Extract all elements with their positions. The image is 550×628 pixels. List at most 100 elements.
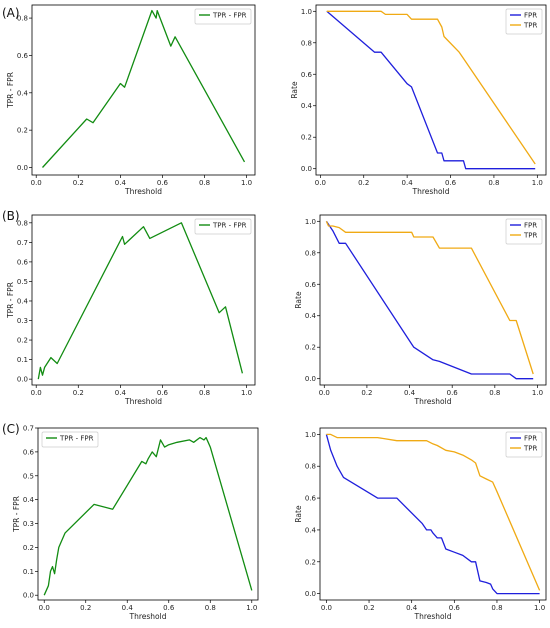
series-line-tpr-fpr xyxy=(37,222,244,380)
x-tick-label: 0.6 xyxy=(449,604,461,612)
y-tick-label: 0.5 xyxy=(23,472,34,480)
y-tick-label: 0.3 xyxy=(23,520,34,528)
x-tick-label: 0.6 xyxy=(447,389,459,397)
series-line-tpr xyxy=(326,10,536,165)
y-tick-label: 0.2 xyxy=(23,544,34,552)
plot-frame xyxy=(319,427,547,601)
chart-B-right: 0.0 0.2 0.4 0.6 0.8 1.0 0.0 0.2 0.4 0.6 0.8 1.0 Thre… xyxy=(294,214,547,406)
y-tick-label: 0.1 xyxy=(17,356,28,364)
y-tick-label: 1.0 xyxy=(305,218,316,226)
x-tick-label: 0.8 xyxy=(488,179,499,187)
y-tick-label: 0.0 xyxy=(301,165,312,173)
y-tick-label: 0.4 xyxy=(301,102,313,110)
chart-B-left: (B) 0.0 0.2 0.4 0.6 0.8 1.0 0.0 0.1 0.2 0.3 0.4 0.5 0… xyxy=(2,209,256,406)
legend-label: TPR - FPR xyxy=(212,222,247,230)
x-axis-title: Threshold xyxy=(129,612,167,621)
y-axis-title: Rate xyxy=(290,81,299,99)
y-tick-label: 0.0 xyxy=(23,592,34,600)
legend: FPR TPR xyxy=(505,218,543,245)
y-tick-label: 0.2 xyxy=(301,134,312,142)
y-tick-label: 0.8 xyxy=(17,219,28,227)
x-tick-label: 0.8 xyxy=(205,604,216,612)
x-tick-label: 0.0 xyxy=(321,604,332,612)
y-axis-title: TPR - FPR xyxy=(6,282,15,319)
plot-frame xyxy=(37,427,259,601)
legend: TPR - FPR xyxy=(194,218,252,235)
x-tick-label: 0.2 xyxy=(361,389,372,397)
x-tick-label: 0.0 xyxy=(319,389,330,397)
x-tick-label: 0.4 xyxy=(115,389,127,397)
y-tick-label: 0.6 xyxy=(17,258,29,266)
series-line-tpr xyxy=(326,433,541,591)
x-axis-title: Threshold xyxy=(414,612,452,621)
x-tick-label: 0.8 xyxy=(489,389,500,397)
series-line-fpr xyxy=(325,434,540,595)
chart-A-left: (A) 0.0 0.2 0.4 0.6 0.8 1.0 0.0 0.2 0.4 0.6 0.8 Thre… xyxy=(2,4,256,196)
legend: TPR - FPR xyxy=(41,431,99,448)
y-tick-label: 0.2 xyxy=(305,344,316,352)
x-axis-title: Threshold xyxy=(412,187,450,196)
x-tick-label: 0.0 xyxy=(39,604,50,612)
y-tick-label: 0.4 xyxy=(17,297,29,305)
x-tick-label: 0.0 xyxy=(31,179,42,187)
x-axis-title: Threshold xyxy=(414,397,452,406)
series-line-tpr-fpr xyxy=(43,436,253,596)
x-axis-title: Threshold xyxy=(124,187,162,196)
legend-label: TPR xyxy=(523,22,537,30)
y-tick-label: 0.6 xyxy=(23,448,35,456)
legend: FPR TPR xyxy=(505,8,543,35)
y-tick-label: 0.0 xyxy=(305,590,316,598)
y-tick-label: 0.7 xyxy=(23,425,34,433)
legend-label: FPR xyxy=(524,435,537,443)
series-line-fpr xyxy=(325,220,534,380)
legend-label: FPR xyxy=(524,12,537,20)
y-tick-label: 0.3 xyxy=(17,317,28,325)
legend-box xyxy=(41,431,99,448)
legend-label: TPR - FPR xyxy=(212,12,247,20)
panel-label: (B) xyxy=(2,209,20,223)
plot-frame xyxy=(319,214,547,386)
y-tick-label: 0.2 xyxy=(305,558,316,566)
chart-C-left: (C) 0.0 0.2 0.4 0.6 0.8 1.0 0.0 0.1 0.2 0.3 0.4 0.5 0… xyxy=(2,422,259,621)
y-tick-label: 0.8 xyxy=(305,463,316,471)
y-tick-label: 0.4 xyxy=(23,496,35,504)
x-tick-label: 0.2 xyxy=(80,604,91,612)
y-tick-label: 0.1 xyxy=(23,568,34,576)
x-tick-label: 0.8 xyxy=(491,604,502,612)
legend: TPR - FPR xyxy=(194,8,252,25)
x-tick-label: 0.2 xyxy=(358,179,369,187)
y-tick-label: 0.8 xyxy=(17,15,28,23)
legend-label: TPR - FPR xyxy=(59,435,94,443)
x-tick-label: 1.0 xyxy=(532,179,543,187)
legend-label: FPR xyxy=(524,222,537,230)
x-tick-label: 0.0 xyxy=(31,389,42,397)
y-tick-label: 0.6 xyxy=(305,495,317,503)
panel-label: (C) xyxy=(2,422,20,436)
x-tick-label: 0.2 xyxy=(73,179,84,187)
x-tick-label: 0.8 xyxy=(199,389,210,397)
y-axis-title: TPR - FPR xyxy=(12,496,21,533)
x-tick-label: 0.4 xyxy=(406,604,418,612)
x-tick-label: 0.6 xyxy=(163,604,175,612)
y-tick-label: 0.6 xyxy=(305,281,317,289)
y-tick-label: 1.0 xyxy=(305,431,316,439)
x-tick-label: 1.0 xyxy=(246,604,257,612)
x-tick-label: 1.0 xyxy=(534,604,545,612)
panel-label: (A) xyxy=(2,6,20,20)
x-tick-label: 0.6 xyxy=(157,179,169,187)
y-tick-label: 0.6 xyxy=(17,52,29,60)
chart-C-right: 0.0 0.2 0.4 0.6 0.8 1.0 0.0 0.2 0.4 0.6 0.8 1.0 Thre… xyxy=(294,427,547,621)
plot-frame xyxy=(315,4,547,176)
legend-box xyxy=(194,218,252,235)
x-tick-label: 0.8 xyxy=(199,179,210,187)
x-tick-label: 0.4 xyxy=(122,604,134,612)
x-tick-label: 0.2 xyxy=(363,604,374,612)
series-line-fpr xyxy=(326,10,536,170)
y-tick-label: 0.4 xyxy=(305,312,317,320)
y-tick-label: 0.7 xyxy=(17,239,28,247)
x-tick-label: 0.4 xyxy=(115,179,127,187)
x-tick-label: 1.0 xyxy=(241,389,252,397)
x-tick-label: 0.4 xyxy=(404,389,416,397)
chart-A-right: 0.0 0.2 0.4 0.6 0.8 1.0 0.0 0.2 0.4 0.6 0.8 1.0 Thre… xyxy=(290,4,547,196)
